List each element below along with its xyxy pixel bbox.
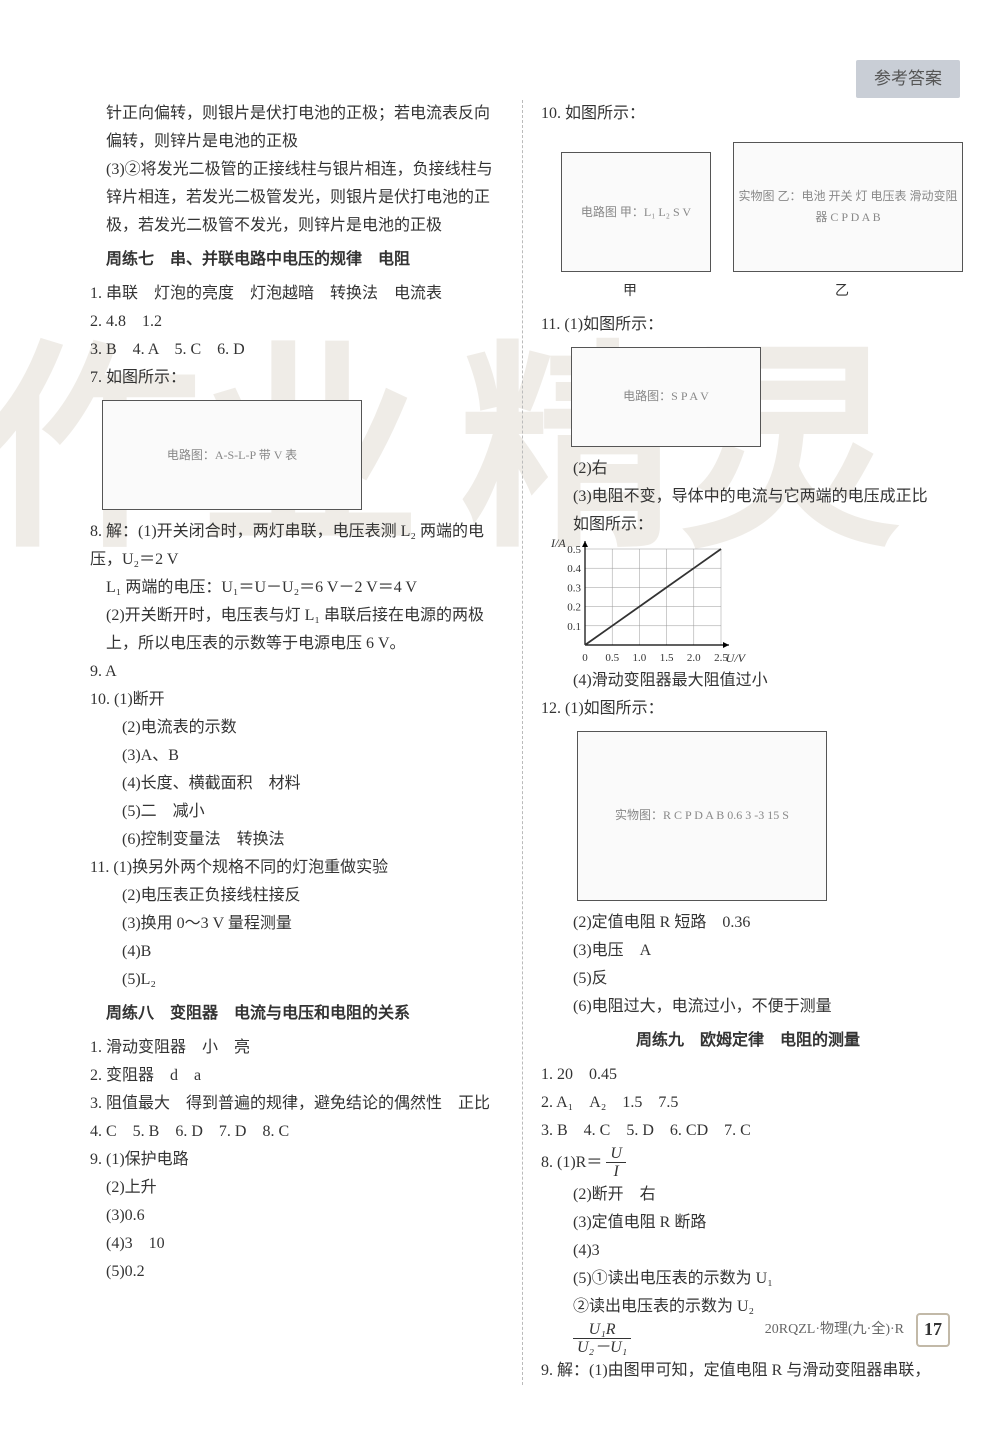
answer-line: 10. (1)断开 [90, 686, 504, 714]
section-title-8: 周练八 变阻器 电流与电压和电阻的关系 [90, 1000, 504, 1028]
section-title-7: 周练七 串、并联电路中电压的规律 电阻 [90, 246, 504, 274]
figure-row-q10: 电路图 甲：L₁ L₂ S V 甲 实物图 乙：电池 开关 灯 电压表 滑动变阻… [549, 134, 955, 305]
frac-num: U₁R [573, 1321, 631, 1340]
answer-line: 2. 4.8 1.2 [90, 308, 504, 336]
section-title-9: 周练九 欧姆定律 电阻的测量 [541, 1027, 955, 1055]
fig-caption: 甲 [549, 280, 711, 305]
answer-line: 8. 解：(1)开关闭合时，两灯串联，电压表测 L₂ 两端的电压，U₂＝2 V [90, 518, 504, 574]
fig-wrap: 电路图 甲：L₁ L₂ S V 甲 [549, 144, 711, 305]
figure-placeholder: 实物图 乙：电池 开关 灯 电压表 滑动变阻器 C P D A B [734, 186, 962, 228]
answer-line: 1. 20 0.45 [541, 1061, 955, 1089]
answer-line: (3)电阻不变，导体中的电流与它两端的电压成正比 [541, 483, 955, 511]
chart-xlabel: U/V [726, 648, 745, 669]
iv-chart: I/A 0.10.20.30.40.500.51.01.52.02.5 U/V [557, 543, 727, 663]
answer-line: (4)3 10 [90, 1230, 504, 1258]
answer-line: (3)定值电阻 R 断路 [541, 1209, 955, 1237]
answer-line: 8. (1)R＝ U I [541, 1145, 955, 1181]
figure-placeholder: 电路图：A-S-L-P 带 V 表 [167, 445, 297, 466]
answer-line: (3)换用 0～3 V 量程测量 [90, 910, 504, 938]
answer-line: (4)长度、横截面积 材料 [90, 770, 504, 798]
answer-line: 如图所示： [541, 511, 955, 539]
answer-line: (3)A、B [90, 742, 504, 770]
answer-line: 2. 变阻器 d a [90, 1062, 504, 1090]
figure-placeholder: 实物图：R C P D A B 0.6 3 -3 15 S [615, 805, 789, 826]
svg-text:0.5: 0.5 [605, 652, 619, 664]
fraction: U I [606, 1145, 626, 1181]
frac-num: U [606, 1145, 626, 1164]
answer-line: 9. (1)保护电路 [90, 1146, 504, 1174]
answer-line: (5)①读出电压表的示数为 U₁ [541, 1265, 955, 1293]
fig-wrap: 实物图 乙：电池 开关 灯 电压表 滑动变阻器 C P D A B 乙 [721, 134, 963, 305]
answer-line: 1. 滑动变阻器 小 亮 [90, 1034, 504, 1062]
answer-line: 10. 如图所示： [541, 100, 955, 128]
answer-line: (4)滑动变阻器最大阻值过小 [541, 667, 955, 695]
answer-line: 12. (1)如图所示： [541, 695, 955, 723]
answer-line: (5)二 减小 [90, 798, 504, 826]
answer-line: (6)控制变量法 转换法 [90, 826, 504, 854]
svg-text:0.3: 0.3 [567, 582, 581, 594]
figure-placeholder: 电路图 甲：L₁ L₂ S V [581, 202, 691, 223]
answer-line: U₁R U₂－U₁ [541, 1321, 955, 1357]
answer-line: (2)电流表的示数 [90, 714, 504, 742]
answer-line: (3)0.6 [90, 1202, 504, 1230]
answer-line: (5)L₂ [90, 966, 504, 994]
answer-line: (3)电压 A [541, 937, 955, 965]
answer-line: (2)电压表正负接线柱接反 [90, 882, 504, 910]
answer-line: L₁ 两端的电压：U₁＝U－U₂＝6 V－2 V＝4 V [90, 574, 504, 602]
figure-placeholder: 电路图：S P A V [623, 386, 709, 407]
answer-line: 3. B 4. C 5. D 6. CD 7. C [541, 1117, 955, 1145]
svg-text:1.5: 1.5 [660, 652, 674, 664]
answer-line: (6)电阻过大，电流过小，不便于测量 [541, 993, 955, 1021]
answer-line: 11. (1)如图所示： [541, 311, 955, 339]
answer-line: 4. C 5. B 6. D 7. D 8. C [90, 1118, 504, 1146]
frac-den: I [606, 1163, 626, 1181]
svg-text:0.5: 0.5 [567, 544, 581, 556]
answer-line: (5)0.2 [90, 1258, 504, 1286]
answer-line: 2. A₁ A₂ 1.5 7.5 [541, 1089, 955, 1117]
fig-caption: 乙 [721, 280, 963, 305]
svg-text:0: 0 [582, 652, 588, 664]
answer-line: (2)断开 右 [541, 1181, 955, 1209]
circuit-figure-q11: 电路图：S P A V [571, 347, 761, 447]
circuit-figure-q7: 电路图：A-S-L-P 带 V 表 [102, 400, 362, 510]
right-column: 10. 如图所示： 电路图 甲：L₁ L₂ S V 甲 实物图 乙：电池 开关 … [522, 100, 955, 1385]
fraction: U₁R U₂－U₁ [573, 1321, 631, 1357]
answer-line: 3. 阻值最大 得到普遍的规律，避免结论的偶然性 正比 [90, 1090, 504, 1118]
circuit-figure-q10a: 电路图 甲：L₁ L₂ S V [561, 152, 711, 272]
text: 针正向偏转，则银片是伏打电池的正极；若电流表反向偏转，则锌片是电池的正极 [90, 100, 504, 156]
svg-text:0.1: 0.1 [567, 620, 581, 632]
answer-line: (5)反 [541, 965, 955, 993]
svg-text:1.0: 1.0 [633, 652, 647, 664]
page-body: 针正向偏转，则银片是伏打电池的正极；若电流表反向偏转，则锌片是电池的正极 (3)… [0, 0, 1000, 1445]
answer-line: (2)开关断开时，电压表与灯 L₁ 串联后接在电源的两极上，所以电压表的示数等于… [90, 602, 504, 658]
apparatus-figure-q12: 实物图：R C P D A B 0.6 3 -3 15 S [577, 731, 827, 901]
answer-line: (2)右 [541, 455, 955, 483]
answer-line: (2)上升 [90, 1174, 504, 1202]
answer-line: 9. A [90, 658, 504, 686]
apparatus-figure-q10b: 实物图 乙：电池 开关 灯 电压表 滑动变阻器 C P D A B [733, 142, 963, 272]
answer-line: 9. 解：(1)由图甲可知，定值电阻 R 与滑动变阻器串联， [541, 1357, 955, 1385]
frac-den: U₂－U₁ [573, 1339, 631, 1357]
chart-ylabel: I/A [551, 533, 566, 554]
answer-line: (4)3 [541, 1237, 955, 1265]
chart-svg: 0.10.20.30.40.500.51.01.52.02.5 [557, 543, 727, 663]
answer-line: (4)B [90, 938, 504, 966]
left-column: 针正向偏转，则银片是伏打电池的正极；若电流表反向偏转，则锌片是电池的正极 (3)… [90, 100, 522, 1385]
answer-line: ②读出电压表的示数为 U₂ [541, 1293, 955, 1321]
answer-line: (2)定值电阻 R 短路 0.36 [541, 909, 955, 937]
answer-line: 1. 串联 灯泡的亮度 灯泡越暗 转换法 电流表 [90, 280, 504, 308]
answer-line: 11. (1)换另外两个规格不同的灯泡重做实验 [90, 854, 504, 882]
answer-line: 3. B 4. A 5. C 6. D [90, 336, 504, 364]
svg-text:0.2: 0.2 [567, 601, 581, 613]
svg-text:2.0: 2.0 [687, 652, 701, 664]
text: (3)②将发光二极管的正接线柱与银片相连，负接线柱与锌片相连，若发光二极管发光，… [90, 156, 504, 240]
answer-line: 7. 如图所示： [90, 364, 504, 392]
svg-text:0.4: 0.4 [567, 563, 581, 575]
answer-text: 8. (1)R＝ [541, 1153, 602, 1170]
